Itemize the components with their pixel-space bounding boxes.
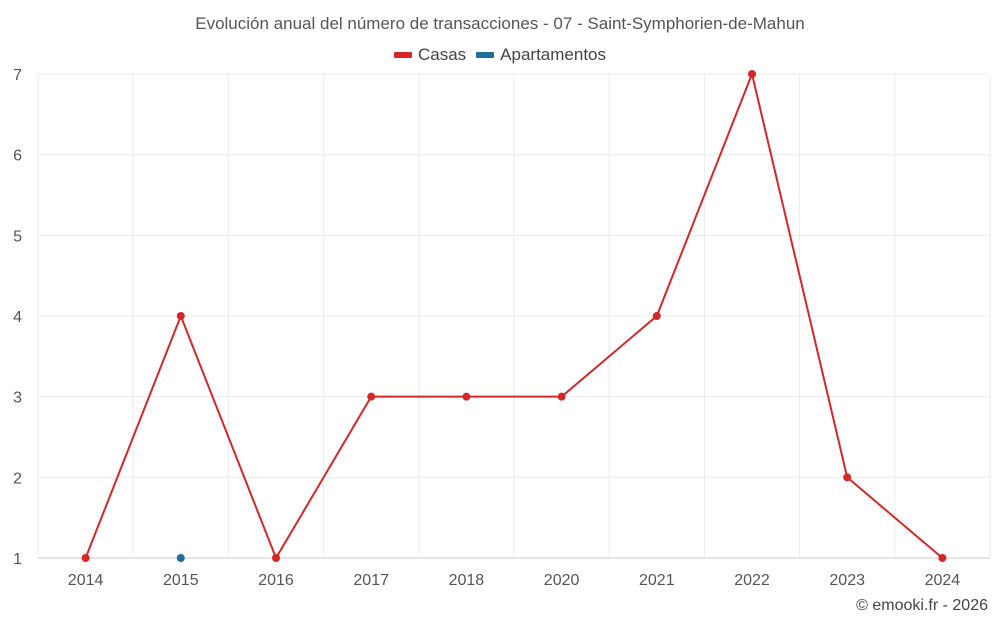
legend-swatch-casas — [393, 52, 412, 58]
x-tick-label: 2017 — [353, 572, 389, 589]
y-tick-label: 5 — [13, 228, 22, 245]
data-point-casas — [938, 554, 947, 562]
legend-swatch-apartamentos — [476, 52, 495, 58]
y-tick-label: 6 — [13, 148, 22, 165]
legend-label-apartamentos: Apartamentos — [500, 45, 607, 64]
legend-item-casas[interactable]: Casas — [393, 45, 467, 65]
y-tick-label: 1 — [13, 551, 22, 568]
data-point-casas — [367, 392, 376, 401]
data-point-casas — [81, 554, 90, 562]
series-line-casas — [84, 70, 944, 561]
copyright-credit: © emooki.fr - 2026 — [856, 597, 988, 614]
data-point-apartamentos — [176, 554, 185, 562]
y-tick-label: 7 — [13, 67, 22, 84]
chart-legend: Casas Apartamentos — [0, 45, 1000, 65]
data-point-casas — [557, 392, 566, 401]
x-tick-label: 2014 — [68, 572, 104, 589]
x-tick-label: 2016 — [258, 572, 294, 589]
legend-label-casas: Casas — [417, 45, 467, 64]
data-point-casas — [272, 554, 280, 562]
data-point-casas — [462, 392, 471, 401]
y-tick-label: 2 — [13, 470, 22, 487]
y-tick-label: 4 — [13, 309, 22, 326]
x-tick-label: 2018 — [449, 572, 485, 589]
data-point-casas — [652, 312, 661, 320]
x-tick-label: 2023 — [829, 572, 865, 589]
x-tick-label: 2021 — [639, 572, 675, 589]
legend-item-apartamentos[interactable]: Apartamentos — [476, 45, 606, 65]
chart-title: Evolución anual del número de transaccio… — [195, 14, 805, 33]
data-point-casas — [176, 312, 185, 320]
data-point-casas — [748, 70, 756, 78]
y-tick-label: 3 — [13, 390, 22, 407]
x-tick-label: 2015 — [163, 572, 199, 589]
x-tick-label: 2022 — [734, 572, 770, 589]
data-point-casas — [843, 473, 852, 482]
x-tick-label: 2020 — [544, 572, 580, 589]
x-tick-label: 2024 — [925, 572, 961, 589]
